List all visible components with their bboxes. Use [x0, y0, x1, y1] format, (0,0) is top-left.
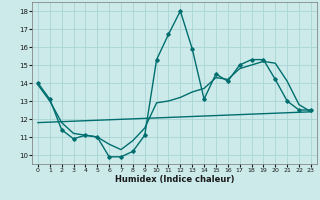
X-axis label: Humidex (Indice chaleur): Humidex (Indice chaleur)	[115, 175, 234, 184]
